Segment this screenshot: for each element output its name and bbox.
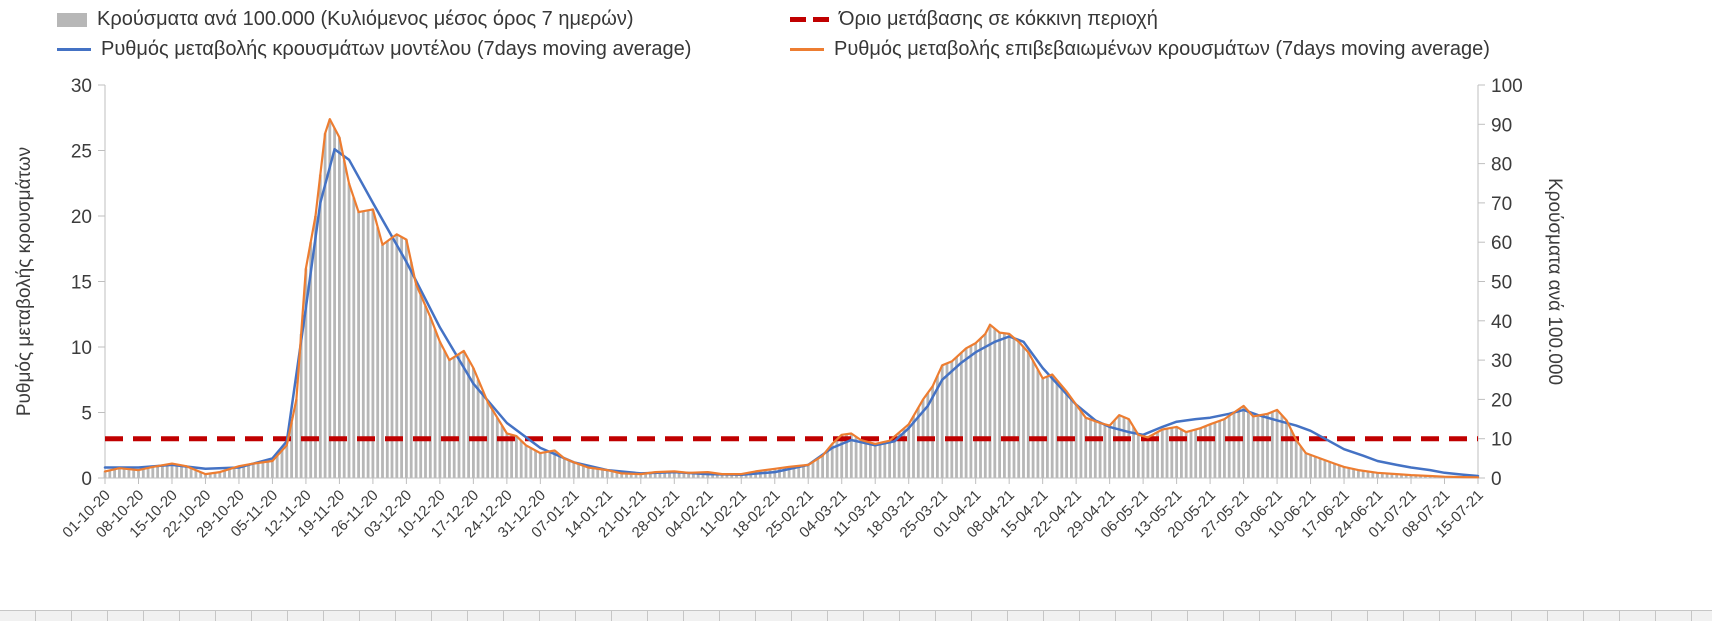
model-line-swatch [57, 48, 91, 51]
legend-item-cases-per-100k: Κρούσματα ανά 100.000 (Κυλιόμενος μέσος … [57, 8, 790, 31]
svg-text:20: 20 [1491, 390, 1512, 411]
svg-text:5: 5 [81, 404, 92, 425]
svg-text:80: 80 [1491, 155, 1512, 176]
model-rate-line [103, 147, 1480, 478]
spreadsheet-grid-strip [0, 610, 1712, 621]
bars-group [103, 119, 1480, 479]
svg-text:10: 10 [71, 338, 92, 359]
svg-text:15: 15 [71, 273, 92, 294]
confirmed-rate-line [103, 118, 1480, 479]
svg-text:70: 70 [1491, 194, 1512, 215]
svg-text:0: 0 [1491, 469, 1502, 490]
svg-text:50: 50 [1491, 273, 1512, 294]
legend-item-model-rate: Ρυθμός μεταβολής κρουσμάτων μοντέλου (7d… [57, 38, 790, 61]
threshold-dash-icon [813, 17, 829, 22]
svg-text:20: 20 [71, 207, 92, 228]
legend-label-cases-per-100k: Κρούσματα ανά 100.000 (Κυλιόμενος μέσος … [97, 8, 634, 30]
svg-text:90: 90 [1491, 115, 1512, 136]
legend-item-confirmed-rate: Ρυθμός μεταβολής επιβεβαιωμένων κρουσμάτ… [790, 38, 1490, 61]
chart-legend: Κρούσματα ανά 100.000 (Κυλιόμενος μέσος … [57, 8, 1490, 61]
svg-text:40: 40 [1491, 312, 1512, 333]
svg-text:0: 0 [81, 469, 92, 490]
legend-label-model-rate: Ρυθμός μεταβολής κρουσμάτων μοντέλου (7d… [101, 38, 692, 60]
legend-label-confirmed-rate: Ρυθμός μεταβολής επιβεβαιωμένων κρουσμάτ… [834, 38, 1490, 60]
svg-text:25: 25 [71, 142, 92, 163]
threshold-swatch [790, 17, 829, 22]
legend-label-red-zone-threshold: Όριο μετάβασης σε κόκκινη περιοχή [839, 8, 1158, 30]
bar-series-swatch [57, 12, 87, 27]
confirmed-line-swatch [790, 48, 824, 51]
svg-text:30: 30 [1491, 351, 1512, 372]
svg-text:100: 100 [1491, 76, 1523, 97]
svg-text:10: 10 [1491, 430, 1512, 451]
threshold-dash-icon [790, 17, 806, 22]
svg-text:Κρούσματα ανά 100.000: Κρούσματα ανά 100.000 [1544, 178, 1565, 385]
svg-text:Ρυθμός μεταβολής κρουσμάτων: Ρυθμός μεταβολής κρουσμάτων [14, 147, 35, 416]
legend-item-red-zone-threshold: Όριο μετάβασης σε κόκκινη περιοχή [790, 8, 1490, 31]
svg-text:30: 30 [71, 76, 92, 97]
svg-text:60: 60 [1491, 233, 1512, 254]
